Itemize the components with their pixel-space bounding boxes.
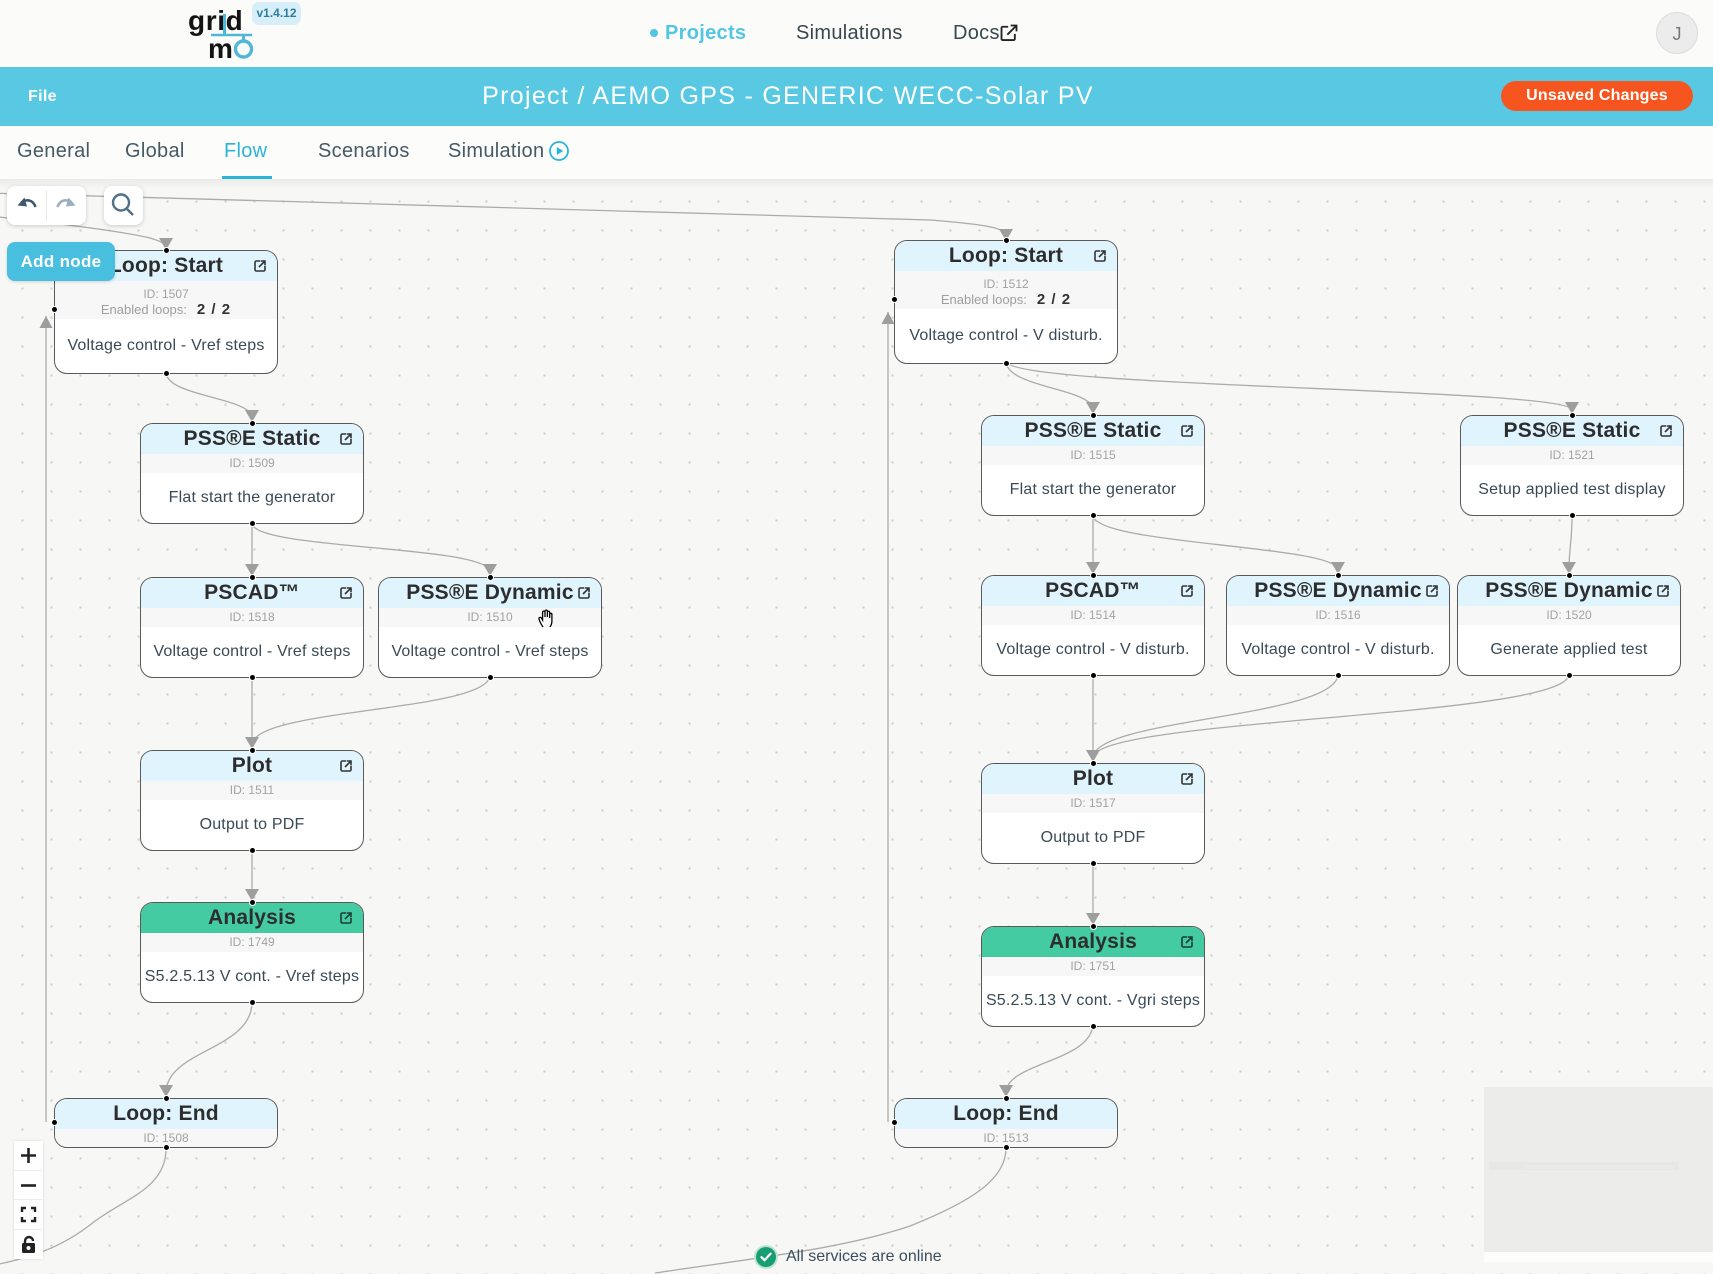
- svg-text:grid: grid: [188, 5, 243, 36]
- svg-text:m: m: [208, 33, 233, 64]
